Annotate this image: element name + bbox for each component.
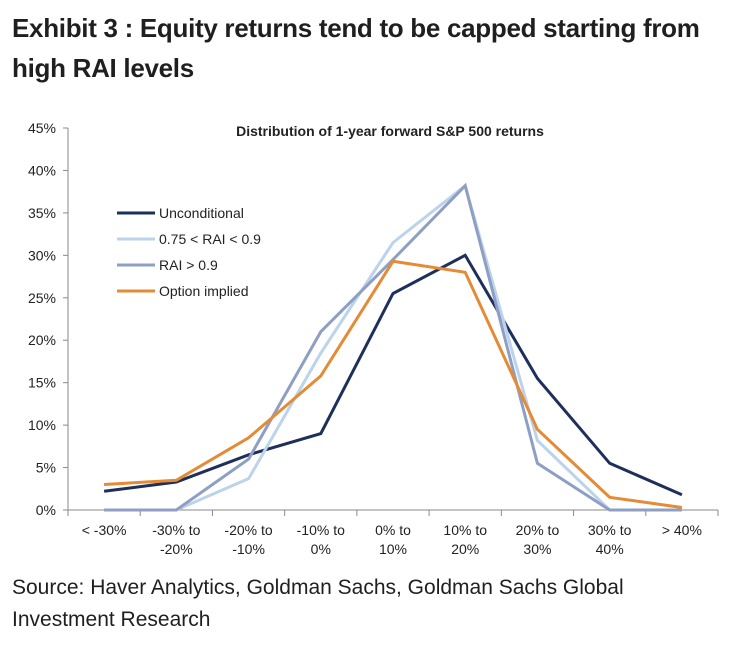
x-tick-label-line: -10% to: [297, 522, 345, 538]
x-tick-label: < -30%: [82, 522, 127, 538]
x-tick-label-line: -20%: [160, 541, 193, 557]
chart-series-lines: [103, 182, 683, 512]
x-tick-label-line: 0% to: [375, 522, 411, 538]
chart-axes: 0% 5% 10% 15% 20% 25% 30% 35% 40% 45% < -30% -30% t…: [28, 120, 719, 557]
x-tick-label-line: 0%: [311, 541, 331, 557]
x-tick-label-line: -30% to: [152, 522, 200, 538]
exhibit-heading-line-1: Exhibit 3 : Equity returns tend to be ca…: [12, 13, 700, 43]
x-tick-label-line: 40%: [596, 541, 624, 557]
chart-title: Distribution of 1-year forward S&P 500 r…: [236, 123, 544, 139]
series-line-rai-0-9: [104, 182, 682, 512]
y-tick-label: 20%: [28, 332, 56, 348]
legend-label-rai-0-9: RAI > 0.9: [159, 257, 218, 273]
y-tick-label: 5%: [36, 460, 56, 476]
x-tick-label-line: < -30%: [82, 522, 127, 538]
y-tick-label: 25%: [28, 290, 56, 306]
x-tick-label: 30% to 40%: [588, 522, 632, 557]
source-note-line-1: Source: Haver Analytics, Goldman Sachs, …: [12, 576, 624, 599]
x-tick-label-line: -10%: [232, 541, 265, 557]
y-tick-label: 10%: [28, 417, 56, 433]
x-tick-label-line: 10% to: [443, 522, 487, 538]
x-tick-label-line: -20% to: [224, 522, 272, 538]
y-tick-label: 15%: [28, 375, 56, 391]
x-tick-label: 20% to 30%: [516, 522, 560, 557]
y-tick-label: 0%: [36, 502, 56, 518]
x-tick-label-line: 20% to: [516, 522, 560, 538]
series-line-0-75-rai-0-9: [104, 183, 682, 512]
x-tick-label-line: > 40%: [662, 522, 702, 538]
x-tick-label: 10% to 20%: [443, 522, 487, 557]
y-tick-label: 35%: [28, 205, 56, 221]
series-line-unconditional: [103, 253, 683, 497]
legend-label-option-implied: Option implied: [159, 283, 249, 299]
exhibit-heading: Exhibit 3 : Equity returns tend to be ca…: [12, 8, 727, 88]
y-tick-label: 40%: [28, 162, 56, 178]
x-tick-label: 0% to 10%: [375, 522, 411, 557]
y-tick-label: 45%: [28, 120, 56, 136]
exhibit-heading-line-2: high RAI levels: [12, 53, 194, 83]
x-tick-label: -10% to 0%: [297, 522, 345, 557]
series-line-option-implied: [104, 259, 683, 509]
y-tick-label: 30%: [28, 247, 56, 263]
x-tick-label: -20% to -10%: [224, 522, 272, 557]
x-tick-label-line: 20%: [451, 541, 479, 557]
source-note: Source: Haver Analytics, Goldman Sachs, …: [12, 572, 727, 636]
source-note-line-2: Investment Research: [12, 608, 211, 631]
x-tick-label-line: 10%: [379, 541, 407, 557]
x-tick-label: > 40%: [662, 522, 702, 538]
chart-legend: Unconditional 0.75 < RAI < 0.9 RAI > 0.9 Op…: [117, 205, 261, 299]
x-tick-label-line: 30% to: [588, 522, 632, 538]
x-tick-label: -30% to -20%: [152, 522, 200, 557]
legend-label-0-75-rai-0-9: 0.75 < RAI < 0.9: [159, 231, 261, 247]
x-tick-label-line: 30%: [523, 541, 551, 557]
legend-label-unconditional: Unconditional: [159, 205, 244, 221]
